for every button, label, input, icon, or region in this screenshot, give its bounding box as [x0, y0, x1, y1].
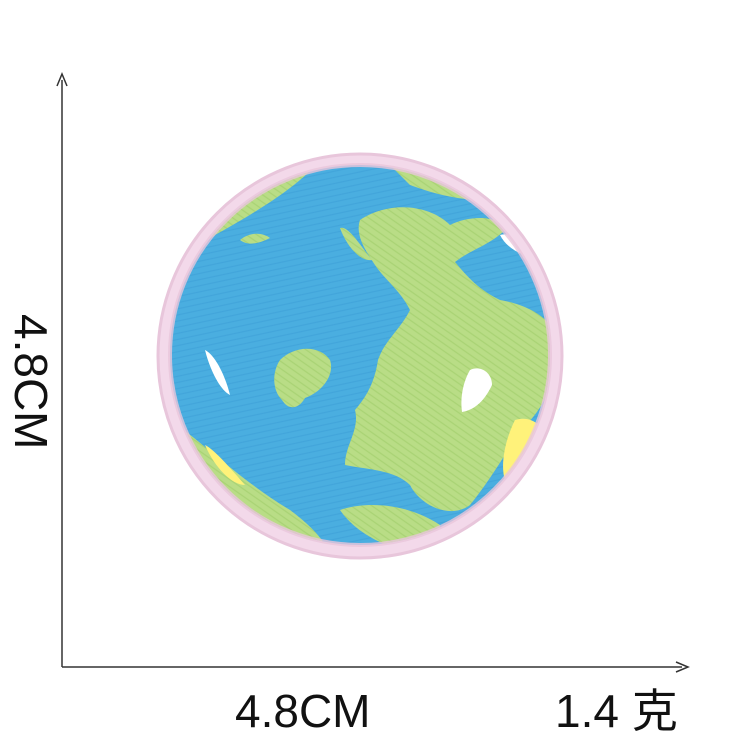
land-continent	[345, 207, 550, 511]
island-dash	[240, 233, 270, 244]
width-dimension-label: 4.8CM	[235, 685, 371, 737]
x-axis-arrow	[675, 661, 690, 673]
height-dimension-label: 4.8CM	[5, 314, 57, 450]
y-axis-arrow	[56, 72, 68, 87]
dimension-axes	[56, 72, 690, 673]
globe	[170, 165, 550, 545]
land-island-mid	[274, 348, 332, 408]
highlight-left	[205, 445, 245, 485]
patch-rim	[168, 163, 552, 547]
cloud-right	[461, 368, 492, 412]
cloud-left	[205, 350, 230, 395]
weight-label: 1.4 克	[555, 685, 678, 737]
island-small	[340, 227, 372, 261]
